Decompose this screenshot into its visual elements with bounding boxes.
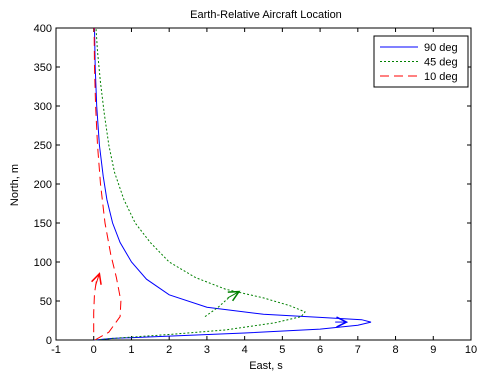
y-tick-label: 50 <box>40 296 52 308</box>
chart-title: Earth-Relative Aircraft Location <box>190 9 342 21</box>
y-tick-label: 100 <box>34 257 52 269</box>
legend-label: 10 deg <box>424 71 458 83</box>
x-axis-label: East, s <box>249 360 283 372</box>
x-tick-label: 10 <box>465 344 477 356</box>
series-10-deg <box>91 27 122 341</box>
y-tick-label: 300 <box>34 101 52 113</box>
x-tick-label: -1 <box>51 344 61 356</box>
x-tick-label: 6 <box>317 344 323 356</box>
x-tick-label: 8 <box>392 344 398 356</box>
y-tick-label: 400 <box>34 23 52 35</box>
series-90-deg <box>94 27 372 341</box>
y-tick-label: 150 <box>34 218 52 230</box>
y-tick-label: 0 <box>46 335 52 347</box>
legend-label: 90 deg <box>424 42 458 54</box>
y-tick-label: 250 <box>34 140 52 152</box>
series-45-deg <box>95 27 306 341</box>
x-tick-label: 4 <box>242 344 248 356</box>
x-tick-label: 5 <box>279 344 285 356</box>
legend-label: 45 deg <box>424 57 458 69</box>
x-tick-label: 2 <box>166 344 172 356</box>
x-tick-label: 7 <box>355 344 361 356</box>
series-arrow-shaft <box>95 273 100 286</box>
y-axis-label: North, m <box>9 164 21 206</box>
series-arrow-head <box>336 316 349 328</box>
series-layer <box>91 27 372 341</box>
x-tick-label: 0 <box>91 344 97 356</box>
x-tick-label: 1 <box>128 344 134 356</box>
series-line <box>93 27 122 341</box>
x-tick-label: 9 <box>430 344 436 356</box>
series-arrow-head <box>227 290 241 302</box>
x-tick-label: 3 <box>204 344 210 356</box>
legend: 90 deg 45 deg 10 deg <box>373 35 469 88</box>
y-tick-label: 200 <box>34 179 52 191</box>
series-arrow-head <box>91 272 102 285</box>
series-arrow-shaft <box>227 291 240 299</box>
series-line <box>94 27 372 341</box>
series-segment <box>204 296 230 318</box>
y-tick-label: 350 <box>34 62 52 74</box>
series-segment <box>93 279 98 333</box>
series-line <box>95 27 306 341</box>
